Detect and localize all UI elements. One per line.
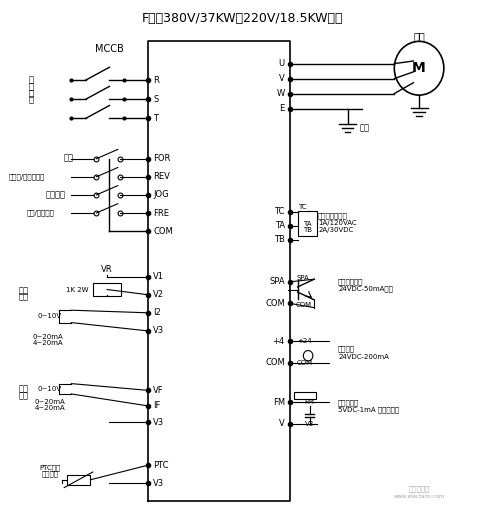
Text: 消防供水: 消防供水 — [46, 190, 66, 200]
Text: 反饋: 反饋 — [19, 384, 29, 393]
FancyBboxPatch shape — [294, 392, 315, 399]
Text: TC: TC — [274, 207, 284, 217]
Text: 24VDC-200mA: 24VDC-200mA — [337, 354, 388, 360]
Text: 三: 三 — [28, 75, 33, 85]
Text: 2A/30VDC: 2A/30VDC — [317, 227, 353, 233]
Text: V: V — [278, 74, 284, 83]
Text: S: S — [153, 95, 158, 104]
Text: 復位/自由停車: 復位/自由停車 — [27, 210, 55, 216]
Text: V3: V3 — [304, 421, 313, 427]
Text: FM: FM — [304, 399, 314, 405]
Text: MCCB: MCCB — [95, 44, 123, 54]
Text: +24: +24 — [297, 338, 312, 344]
Text: T: T — [153, 114, 158, 123]
Text: 源: 源 — [28, 96, 33, 105]
Text: V1: V1 — [153, 272, 164, 281]
Text: 电子发烧友: 电子发烧友 — [408, 485, 429, 492]
Text: 4~20mA: 4~20mA — [32, 340, 63, 346]
Text: COM: COM — [264, 299, 284, 308]
Text: V3: V3 — [153, 326, 164, 336]
Text: 1A/120VAC: 1A/120VAC — [317, 220, 356, 226]
Text: REV: REV — [153, 172, 170, 181]
Text: TA: TA — [302, 221, 311, 227]
Text: COM: COM — [153, 226, 173, 236]
Text: FRE: FRE — [153, 208, 169, 218]
Text: V2: V2 — [153, 290, 164, 299]
Text: V3: V3 — [153, 418, 164, 427]
Text: 頻率到速輸出: 頻率到速輸出 — [337, 279, 363, 285]
Text: FM: FM — [272, 398, 284, 407]
Text: IF: IF — [153, 401, 160, 410]
Text: M: M — [411, 61, 425, 75]
Text: TB: TB — [302, 227, 311, 233]
Text: 馬達: 馬達 — [412, 31, 424, 41]
Text: FOR: FOR — [153, 154, 170, 163]
Text: SPA: SPA — [269, 277, 284, 286]
Text: PTC: PTC — [153, 461, 168, 470]
Text: COM: COM — [264, 358, 284, 368]
Text: （手動/自動）反轉: （手動/自動）反轉 — [9, 174, 45, 180]
Text: 接地: 接地 — [359, 124, 369, 133]
Text: W: W — [276, 89, 284, 98]
Text: VR: VR — [101, 265, 113, 275]
Text: E: E — [279, 104, 284, 113]
Text: 0~20mA: 0~20mA — [35, 399, 65, 405]
Text: 相: 相 — [28, 82, 33, 92]
Text: VF: VF — [153, 386, 164, 395]
FancyBboxPatch shape — [93, 283, 121, 296]
Text: 信號: 信號 — [19, 293, 29, 302]
Text: 故障繼電器輸出: 故障繼電器輸出 — [317, 213, 347, 219]
Text: 信號: 信號 — [19, 391, 29, 400]
Text: V3: V3 — [153, 479, 164, 488]
Text: 0~10V: 0~10V — [38, 313, 62, 320]
Text: www.elecfans.com: www.elecfans.com — [393, 494, 444, 499]
Text: TB: TB — [273, 235, 284, 245]
FancyBboxPatch shape — [66, 475, 90, 485]
Text: COM: COM — [296, 360, 312, 366]
Text: V: V — [278, 419, 284, 429]
Text: 頻率表輸出: 頻率表輸出 — [337, 399, 359, 405]
Text: I2: I2 — [153, 308, 161, 317]
Text: +4: +4 — [272, 337, 284, 346]
Text: 24VDC-50mA最大: 24VDC-50mA最大 — [337, 285, 392, 292]
Text: JOG: JOG — [153, 190, 168, 200]
Text: 1K 2W: 1K 2W — [66, 286, 88, 293]
Text: 0~20mA: 0~20mA — [32, 334, 63, 340]
Text: U: U — [278, 59, 284, 68]
Text: TA: TA — [274, 221, 284, 231]
Text: PTC溫度: PTC溫度 — [39, 465, 60, 471]
Text: 4~20mA: 4~20mA — [35, 405, 65, 411]
Text: 檢測信號: 檢測信號 — [41, 471, 58, 477]
Text: 0~10V: 0~10V — [38, 386, 62, 392]
Text: 輔助電源: 輔助電源 — [337, 346, 354, 352]
Text: 正轉: 正轉 — [64, 153, 73, 162]
Text: SPA: SPA — [296, 275, 309, 281]
Text: 5VDC-1mA 直流電壓表: 5VDC-1mA 直流電壓表 — [337, 406, 398, 413]
Text: 電: 電 — [28, 89, 33, 98]
Text: COM: COM — [295, 302, 311, 308]
Text: TC: TC — [298, 204, 306, 210]
Text: F系列380V/37KW，220V/18.5KW以下: F系列380V/37KW，220V/18.5KW以下 — [142, 11, 343, 25]
Text: R: R — [153, 75, 159, 85]
Text: 設定: 設定 — [19, 286, 29, 295]
FancyBboxPatch shape — [297, 211, 316, 236]
